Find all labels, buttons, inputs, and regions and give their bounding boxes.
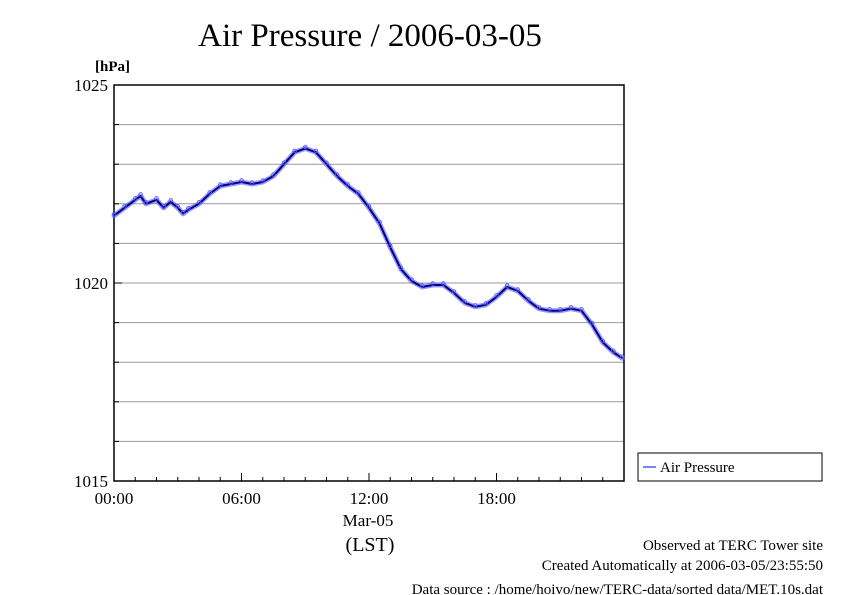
- data-point: [313, 148, 319, 153]
- data-point: [154, 196, 159, 201]
- x-axis-label: (LST): [346, 534, 395, 556]
- data-point: [168, 198, 173, 203]
- data-point: [207, 190, 212, 195]
- data-point: [175, 204, 180, 209]
- data-point: [515, 287, 520, 292]
- x-tick-label: 06:00: [222, 489, 261, 508]
- y-tick-label: 1020: [74, 274, 108, 293]
- data-point: [600, 338, 605, 344]
- data-point: [377, 219, 382, 225]
- data-point: [451, 289, 457, 294]
- data-point: [228, 180, 234, 185]
- axis-ticks: 1015 1020 1025 00:00 06:00 12:00 18:00: [74, 76, 625, 508]
- data-point: [271, 172, 276, 177]
- data-point: [161, 204, 166, 209]
- y-tick-label: 1015: [74, 472, 108, 491]
- legend-box: [637, 452, 823, 482]
- series-line: [113, 147, 623, 360]
- data-point: [579, 307, 584, 312]
- data-point: [547, 307, 552, 312]
- grid-lines: [114, 124, 624, 442]
- y-tick-label: 1025: [74, 76, 108, 95]
- data-point: [133, 196, 138, 201]
- data-point: [122, 204, 127, 209]
- data-point: [441, 281, 446, 286]
- data-point: [398, 265, 404, 270]
- data-point: [558, 307, 563, 312]
- data-point: [356, 190, 361, 195]
- x-tick-label: 00:00: [95, 489, 134, 508]
- data-point: [218, 182, 223, 187]
- series-halo: [111, 145, 625, 361]
- y-axis-unit-label: [hPa]: [95, 59, 130, 75]
- x-tick-label: 12:00: [350, 489, 389, 508]
- data-point: [303, 144, 308, 150]
- data-point: [620, 354, 625, 359]
- data-point: [483, 301, 489, 306]
- data-point: [324, 160, 329, 165]
- data-point: [334, 172, 340, 177]
- legend-label: Air Pressure: [660, 460, 735, 476]
- legend: Air Pressure: [637, 452, 823, 482]
- series-air-pressure: [111, 144, 625, 361]
- data-point: [239, 178, 244, 183]
- x-axis-date-label: Mar-05: [343, 511, 394, 530]
- data-point: [292, 148, 297, 153]
- data-point: [186, 205, 191, 211]
- data-point: [111, 211, 117, 217]
- footer-observed: Observed at TERC Tower site: [643, 538, 823, 554]
- data-point: [419, 283, 425, 288]
- data-point: [568, 305, 574, 310]
- x-tick-label: 18:00: [477, 489, 516, 508]
- data-point: [345, 182, 350, 187]
- data-point: [409, 277, 414, 282]
- footer-created: Created Automatically at 2006-03-05/23:5…: [542, 558, 823, 574]
- data-point: [388, 243, 393, 249]
- chart-title: Air Pressure / 2006-03-05: [198, 18, 542, 54]
- data-point: [143, 200, 149, 205]
- data-point: [138, 192, 143, 197]
- data-point: [589, 320, 595, 326]
- data-point: [536, 305, 542, 310]
- footer-source: Data source : /home/hoivo/new/TERC-data/…: [412, 582, 824, 595]
- data-point: [260, 178, 265, 183]
- data-point: [526, 297, 531, 302]
- data-point: [249, 180, 255, 185]
- data-point: [180, 209, 186, 215]
- data-point: [504, 283, 510, 288]
- data-point: [196, 200, 202, 205]
- data-point: [462, 299, 467, 304]
- data-point: [473, 303, 478, 308]
- data-point: [494, 293, 499, 298]
- data-point: [366, 204, 372, 209]
- data-point: [430, 281, 435, 286]
- data-point: [611, 348, 616, 353]
- data-point: [281, 160, 287, 165]
